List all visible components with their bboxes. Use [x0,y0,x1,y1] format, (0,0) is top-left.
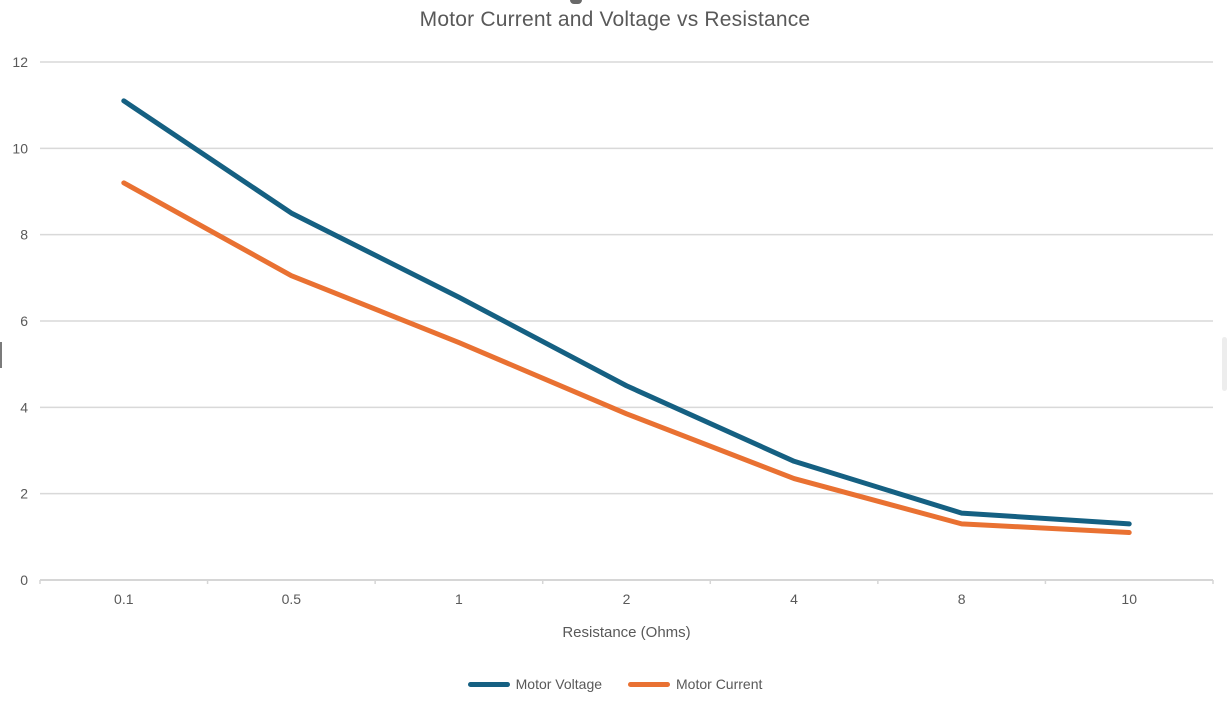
series-line-motor-current[interactable] [121,180,1132,536]
scrollbar-thumb[interactable] [1222,337,1227,391]
x-axis-tick-label: 4 [790,591,798,607]
x-axis-tick-label: 10 [1121,591,1137,607]
series-line-motor-voltage[interactable] [121,98,1132,527]
x-axis-title: Resistance (Ohms) [562,624,691,641]
y-axis-tick-label: 12 [12,54,28,70]
x-axis-tick-label: 0.5 [282,591,302,607]
legend-item-motor-voltage[interactable]: Motor Voltage [467,676,603,692]
legend: Motor Voltage Motor Current [0,676,1230,692]
y-axis-tick-label: 4 [20,399,28,415]
x-axis-tick-label: 8 [958,591,966,607]
x-axis-tick-label: 1 [455,591,463,607]
y-axis-tick-label: 0 [20,572,28,588]
legend-label-motor-current: Motor Current [676,676,763,692]
left-edge-clipped-artifact [0,342,2,368]
motor-voltage-line-swatch-icon [467,681,510,687]
y-axis-tick-label: 6 [20,313,28,329]
top-clipped-artifact [570,0,582,4]
y-axis-tick-label: 8 [20,227,28,243]
legend-item-motor-current[interactable]: Motor Current [628,676,762,692]
chart-title: Motor Current and Voltage vs Resistance [419,8,811,31]
legend-label-motor-voltage: Motor Voltage [515,676,603,692]
x-axis-tick-label: 0.1 [114,591,134,607]
motor-current-line-swatch-icon [628,681,671,687]
y-axis-tick-label: 2 [20,486,28,502]
y-axis-tick-label: 10 [12,140,28,156]
x-axis-tick-label: 2 [623,591,631,607]
